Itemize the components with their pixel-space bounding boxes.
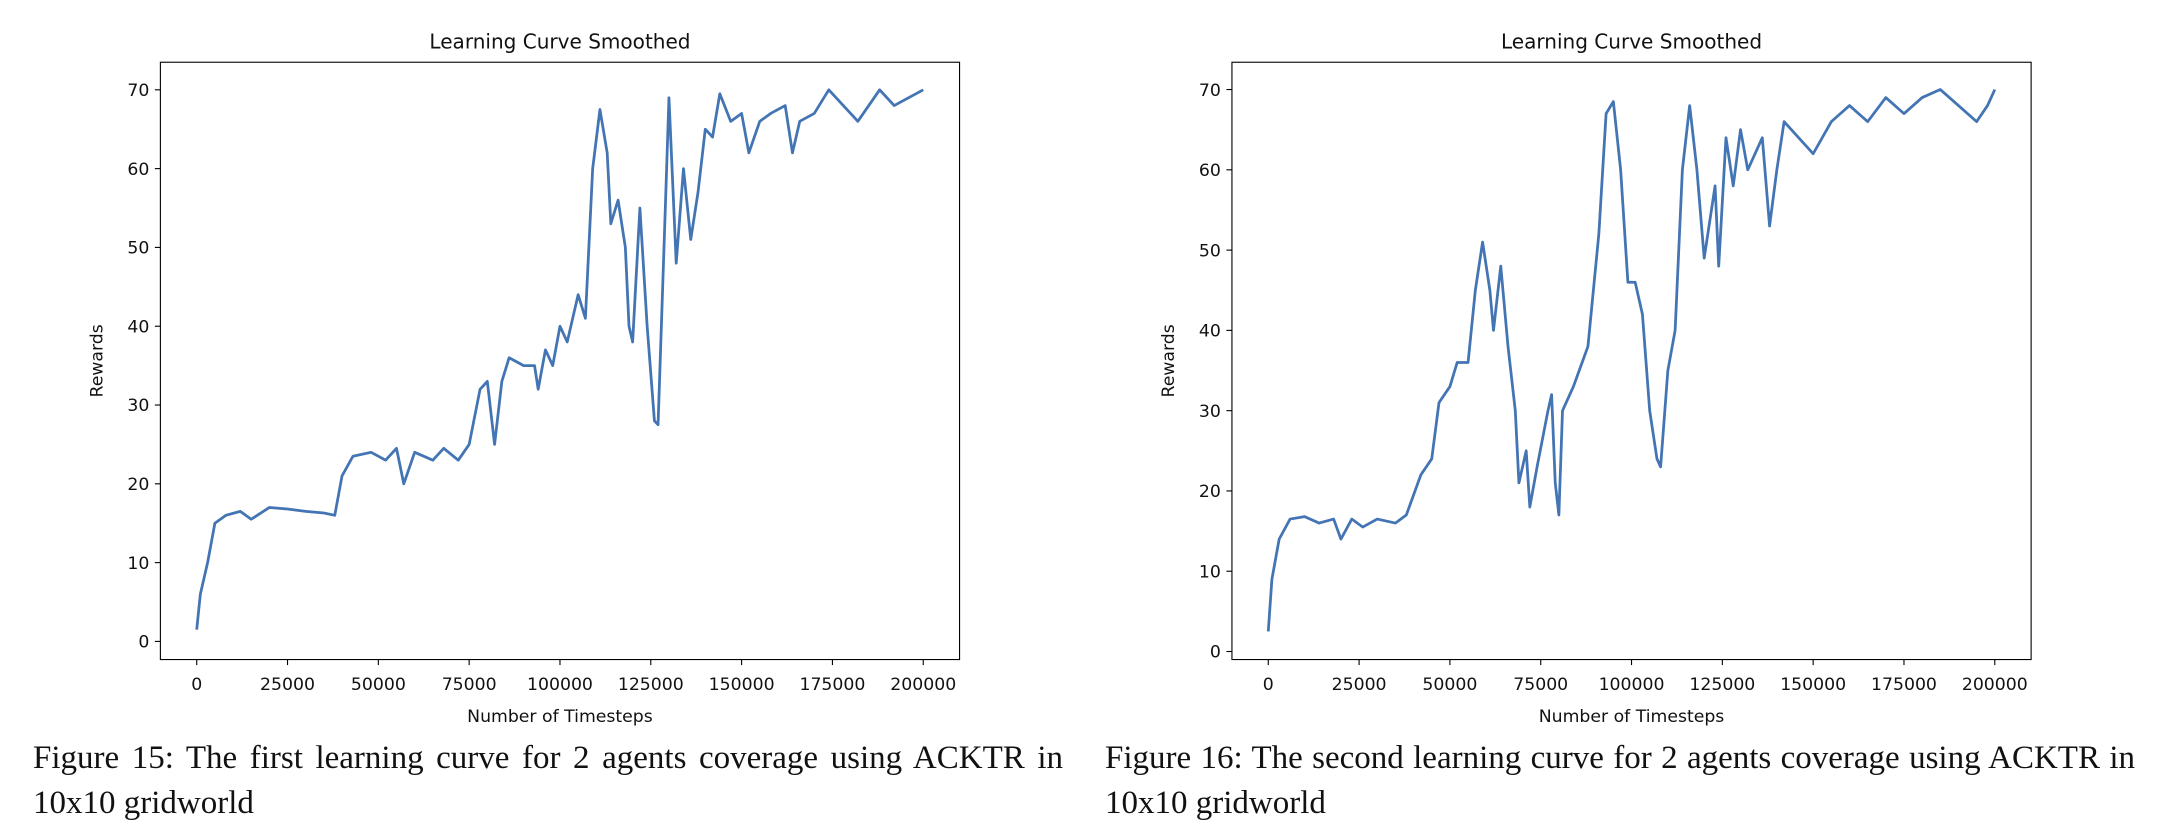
y-tick-label: 60	[1199, 161, 1221, 181]
x-tick-label: 150000	[1780, 675, 1846, 695]
x-tick-label: 0	[191, 675, 202, 695]
x-tick-label: 125000	[1689, 675, 1755, 695]
chart-title: Learning Curve Smoothed	[1501, 29, 1762, 53]
x-tick-label: 175000	[799, 675, 865, 695]
y-tick-label: 30	[127, 396, 149, 416]
x-tick-label: 75000	[1513, 675, 1568, 695]
y-tick-label: 50	[127, 239, 149, 259]
x-tick-label: 50000	[351, 675, 406, 695]
x-tick-label: 75000	[442, 675, 497, 695]
x-tick-label: 100000	[1599, 675, 1665, 695]
x-tick-label: 200000	[1962, 675, 2028, 695]
x-tick-label: 200000	[890, 675, 956, 695]
reward-line	[1266, 88, 1997, 632]
x-axis-label: Number of Timesteps	[467, 707, 653, 727]
x-tick-label: 100000	[527, 675, 593, 695]
y-tick-label: 50	[1199, 241, 1221, 261]
x-tick-label: 150000	[709, 675, 775, 695]
y-tick-label: 70	[1199, 81, 1221, 101]
x-axis-label: Number of Timesteps	[1539, 707, 1725, 727]
y-tick-label: 10	[1199, 562, 1221, 582]
y-tick-label: 0	[138, 633, 149, 653]
y-axis-label: Rewards	[87, 324, 107, 397]
x-tick-label: 25000	[1332, 675, 1387, 695]
y-tick-label: 70	[127, 81, 149, 101]
chart-title: Learning Curve Smoothed	[429, 29, 690, 53]
x-tick-label: 125000	[618, 675, 684, 695]
y-tick-label: 20	[1199, 482, 1221, 502]
y-tick-label: 60	[127, 160, 149, 180]
y-tick-label: 40	[1199, 322, 1221, 342]
plot-frame	[159, 61, 961, 661]
y-tick-label: 10	[127, 554, 149, 574]
y-tick-label: 0	[1210, 643, 1221, 663]
reward-line	[195, 88, 924, 630]
caption: Figure 15: The first learning curve for …	[33, 740, 1063, 821]
caption: Figure 16: The second learning curve for…	[1105, 740, 2135, 821]
x-tick-label: 50000	[1422, 675, 1477, 695]
y-tick-label: 20	[127, 475, 149, 495]
y-tick-label: 40	[127, 317, 149, 337]
x-tick-label: 0	[1263, 675, 1274, 695]
x-tick-label: 175000	[1871, 675, 1937, 695]
y-tick-label: 30	[1199, 402, 1221, 422]
plot-frame	[1231, 61, 2032, 661]
y-axis-label: Rewards	[1159, 324, 1179, 397]
x-tick-label: 25000	[260, 675, 315, 695]
